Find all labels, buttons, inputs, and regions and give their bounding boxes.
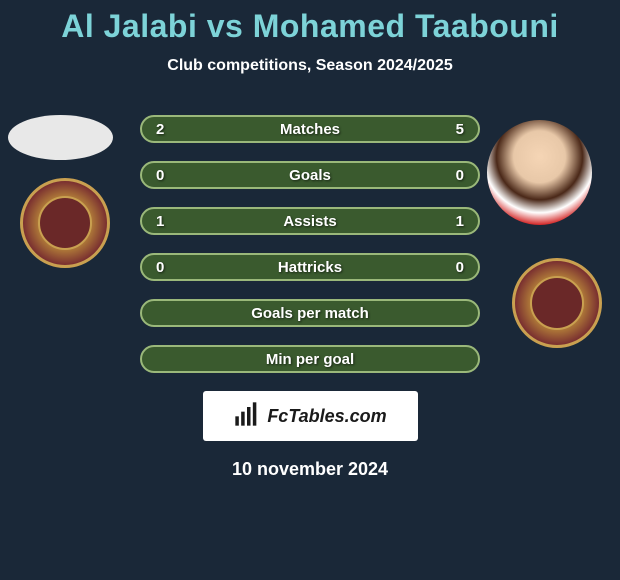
stat-label: Goals per match [251, 305, 369, 322]
stats-area: 2 Matches 5 0 Goals 0 1 Assists 1 0 Hatt… [0, 115, 620, 373]
stat-row: 0 Hattricks 0 [140, 253, 480, 281]
stat-label: Assists [283, 213, 336, 230]
stat-left-value: 0 [156, 259, 164, 276]
comparison-title: Al Jalabi vs Mohamed Taabouni [0, 0, 620, 45]
stat-left-value: 0 [156, 167, 164, 184]
stat-right-value: 5 [456, 121, 464, 138]
stat-label: Min per goal [266, 351, 354, 368]
stat-row: Min per goal [140, 345, 480, 373]
stat-right-value: 0 [456, 167, 464, 184]
stat-row: Goals per match [140, 299, 480, 327]
comparison-subtitle: Club competitions, Season 2024/2025 [0, 57, 620, 75]
stat-row: 0 Goals 0 [140, 161, 480, 189]
bar-chart-icon [233, 400, 261, 433]
stat-label: Hattricks [278, 259, 342, 276]
stat-right-value: 0 [456, 259, 464, 276]
stat-label: Goals [289, 167, 331, 184]
stat-label: Matches [280, 121, 340, 138]
stat-row: 2 Matches 5 [140, 115, 480, 143]
infographic-date: 10 november 2024 [0, 459, 620, 480]
stat-left-value: 2 [156, 121, 164, 138]
brand-box[interactable]: FcTables.com [203, 391, 418, 441]
stat-right-value: 1 [456, 213, 464, 230]
stat-left-value: 1 [156, 213, 164, 230]
brand-text: FcTables.com [267, 406, 386, 427]
stat-row: 1 Assists 1 [140, 207, 480, 235]
